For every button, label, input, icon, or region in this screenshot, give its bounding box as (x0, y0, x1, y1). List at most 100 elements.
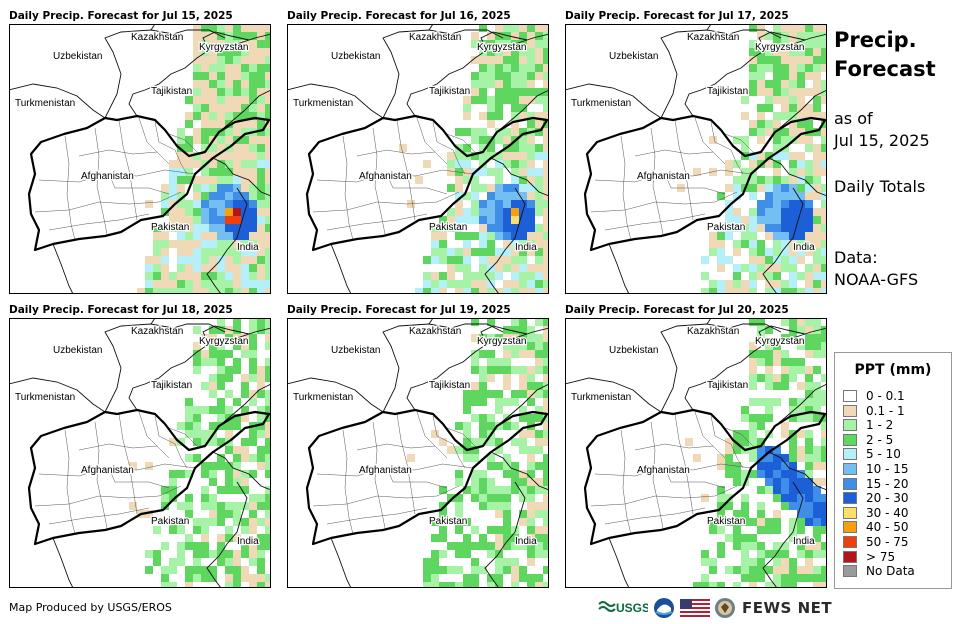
precip-cell (757, 518, 765, 526)
precip-cell (797, 574, 805, 582)
precip-cell (797, 160, 805, 168)
precip-cell (455, 566, 463, 574)
precip-cell (789, 280, 797, 288)
precip-cell (193, 160, 201, 168)
china-border (774, 383, 827, 427)
precip-cell (487, 80, 495, 88)
precip-cell (463, 430, 471, 438)
precip-cell (781, 558, 789, 566)
precip-cell (773, 152, 781, 160)
precip-cell (805, 288, 813, 294)
precip-cell (741, 288, 749, 294)
precip-cell (153, 288, 161, 294)
precip-cell (749, 288, 757, 294)
province-border (108, 467, 170, 489)
precip-cell (765, 224, 773, 232)
precip-cell (487, 96, 495, 104)
precip-cell (813, 160, 821, 168)
precip-cell (527, 144, 535, 152)
precip-cell (543, 96, 549, 104)
precip-cell (527, 56, 535, 64)
precip-cell (209, 120, 217, 128)
precip-cell (455, 550, 463, 558)
precip-cell (209, 176, 217, 184)
precip-cell (495, 232, 503, 240)
precip-cell (495, 534, 503, 542)
precip-cell (265, 510, 271, 518)
precip-cell (471, 200, 479, 208)
precip-cell (821, 32, 827, 40)
precip-cell (749, 398, 757, 406)
precip-cell (797, 318, 805, 326)
china-border (774, 89, 827, 133)
map-label-pakistan: Pakistan (429, 516, 467, 527)
precip-cell (479, 422, 487, 430)
precip-cell (773, 48, 781, 56)
precip-cell (741, 176, 749, 184)
precip-cell (733, 176, 741, 184)
precip-cell (797, 486, 805, 494)
precip-cell (765, 470, 773, 478)
precip-cell (241, 574, 249, 582)
precip-cell (479, 542, 487, 550)
precip-cell (423, 566, 431, 574)
map-frame (287, 24, 549, 294)
precip-cell (805, 566, 813, 574)
precip-cell (733, 224, 741, 232)
precip-cell (257, 502, 265, 510)
precip-cell (519, 414, 527, 422)
legend-item: 50 - 75 (843, 535, 909, 549)
province-border (94, 127, 108, 235)
precip-cell (749, 40, 757, 48)
precip-cell (527, 502, 535, 510)
precip-cell (511, 96, 519, 104)
precip-cell (177, 558, 185, 566)
precip-cell (797, 526, 805, 534)
precip-cell (153, 526, 161, 534)
precip-cell (797, 200, 805, 208)
precip-cell (217, 200, 225, 208)
precip-cell (733, 478, 741, 486)
precip-cell (733, 288, 741, 294)
precip-cell (733, 192, 741, 200)
precip-cell (257, 366, 265, 374)
precip-cell (701, 272, 709, 280)
precip-cell (487, 366, 495, 374)
precip-cell (813, 582, 821, 588)
precip-cell (789, 526, 797, 534)
precip-cell (479, 390, 487, 398)
precip-cell (265, 454, 271, 462)
precip-cell (439, 256, 447, 264)
precip-cell (511, 350, 519, 358)
precip-cell (249, 192, 257, 200)
precip-cell (471, 80, 479, 88)
precip-cell (487, 112, 495, 120)
forecast-panel-6: Daily Precip. Forecast for Jul 20, 2025 … (565, 302, 827, 596)
precip-cell (821, 494, 827, 502)
precip-cell (233, 518, 241, 526)
precip-cell (265, 280, 271, 288)
precip-cell (765, 366, 773, 374)
precip-cell (177, 422, 185, 430)
precip-cell (495, 272, 503, 280)
precip-cell (185, 96, 193, 104)
precip-cell (153, 272, 161, 280)
precip-cell (241, 216, 249, 224)
precip-cell (757, 48, 765, 56)
precip-cell (519, 40, 527, 48)
precip-cell (193, 232, 201, 240)
precip-cell (495, 574, 503, 582)
precip-cell (749, 216, 757, 224)
precip-cell (177, 152, 185, 160)
precip-cell (511, 24, 519, 32)
precip-cell (241, 112, 249, 120)
precip-cell (495, 288, 503, 294)
precip-cell (543, 398, 549, 406)
precip-cell (511, 160, 519, 168)
precip-cell (265, 232, 271, 240)
precip-cell (543, 374, 549, 382)
precip-cell (789, 446, 797, 454)
province-border (118, 413, 138, 515)
province-border (38, 463, 196, 477)
precip-cell (257, 288, 265, 294)
